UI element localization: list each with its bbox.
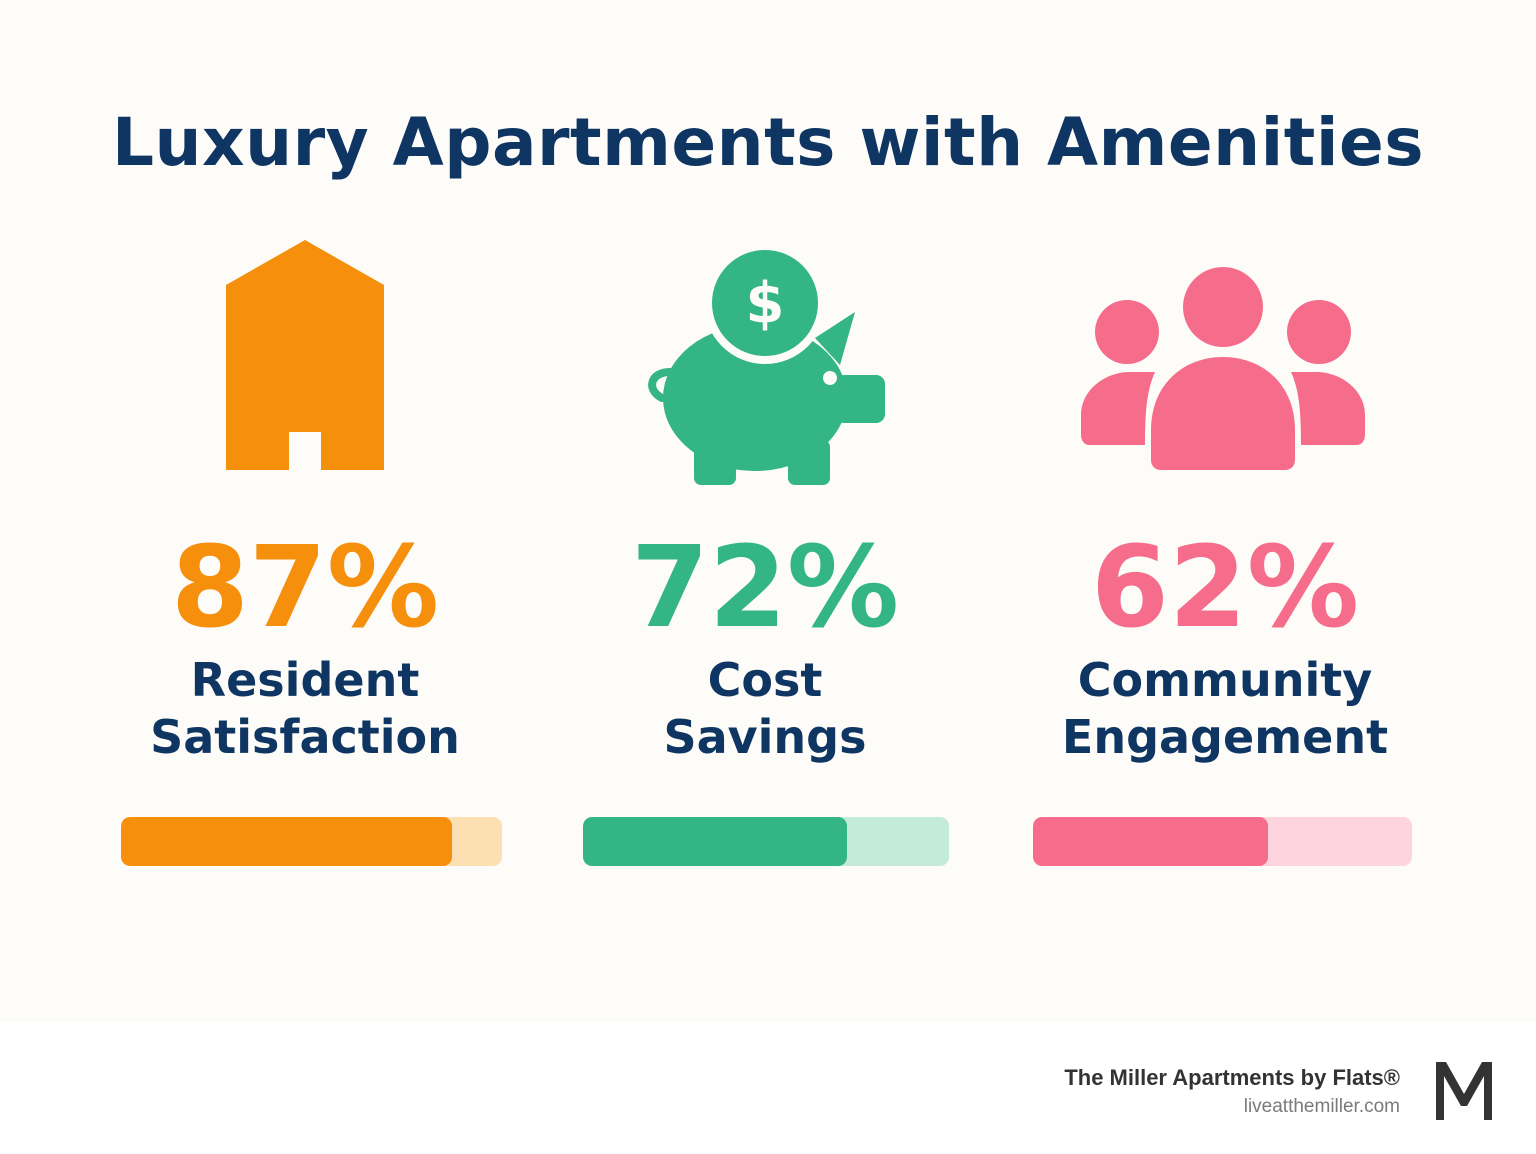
stat-cost-savings: $ 72% Cost Savings bbox=[560, 240, 970, 880]
page-title: Luxury Apartments with Amenities bbox=[112, 104, 1424, 181]
stat-label-line2: Savings bbox=[663, 710, 867, 764]
stat-label-line1: Cost bbox=[707, 653, 823, 707]
stat-label: Cost Savings bbox=[560, 652, 970, 766]
footer-brand-name: The Miller Apartments by Flats® bbox=[1064, 1065, 1400, 1090]
stat-percent: 72% bbox=[630, 523, 900, 653]
stat-label-line1: Community bbox=[1077, 653, 1373, 707]
stat-resident-satisfaction: 87% Resident Satisfaction bbox=[100, 240, 510, 880]
footer-url: liveatthemiller.com bbox=[1243, 1096, 1400, 1117]
stat-label-line2: Engagement bbox=[1061, 710, 1389, 764]
building-icon bbox=[100, 240, 510, 500]
piggy-bank-icon: $ bbox=[560, 240, 970, 500]
stat-label-line1: Resident bbox=[190, 653, 420, 707]
people-group-icon bbox=[1020, 240, 1430, 500]
svg-text:$: $ bbox=[746, 271, 785, 336]
stat-community-engagement: 62% Community Engagement bbox=[1020, 240, 1430, 880]
progress-bar bbox=[121, 817, 502, 866]
progress-bar bbox=[583, 817, 949, 866]
miller-logo-icon bbox=[1436, 1062, 1492, 1120]
stat-percent: 87% bbox=[170, 523, 440, 653]
progress-bar-fill bbox=[583, 817, 847, 866]
progress-bar-fill bbox=[121, 817, 453, 866]
stat-label: Community Engagement bbox=[1020, 652, 1430, 766]
footer-brand: The Miller Apartments by Flats® liveatth… bbox=[1064, 1064, 1400, 1122]
progress-bar bbox=[1033, 817, 1412, 866]
stat-label: Resident Satisfaction bbox=[100, 652, 510, 766]
infographic-canvas: Luxury Apartments with Amenities 87% bbox=[100, 104, 1430, 880]
progress-bar-fill bbox=[1033, 817, 1268, 866]
stat-label-line2: Satisfaction bbox=[150, 710, 460, 764]
stat-percent: 62% bbox=[1090, 523, 1360, 653]
